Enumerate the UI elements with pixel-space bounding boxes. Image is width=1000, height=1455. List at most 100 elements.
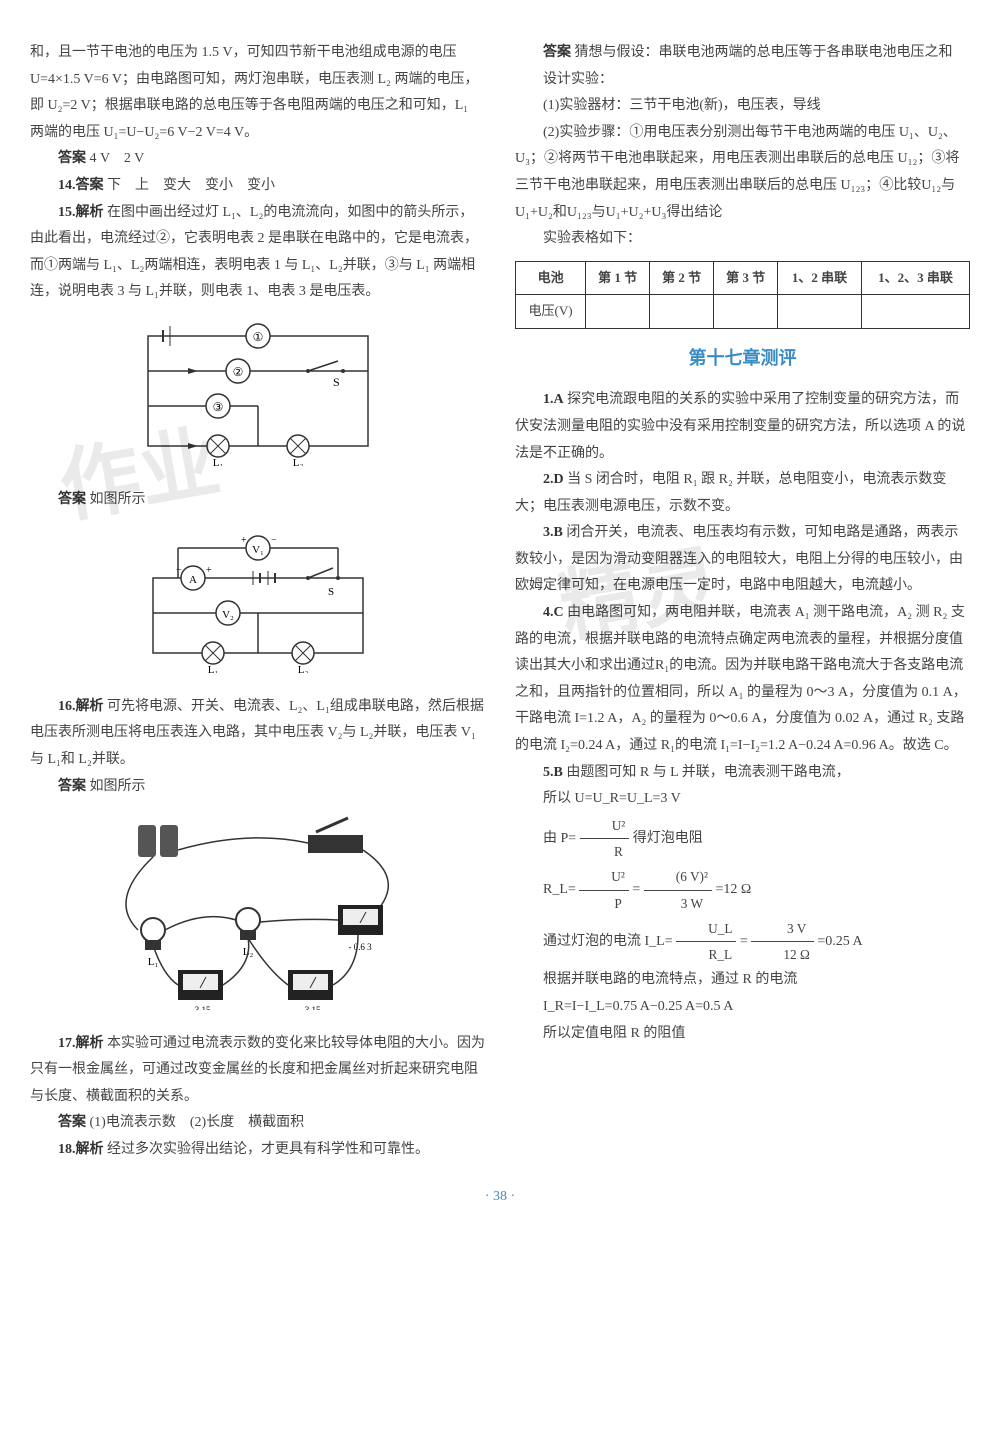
td-0 [586, 295, 650, 329]
frac-3: (6 V)² 3 W [644, 864, 712, 916]
answer-16-label: 答案 [58, 779, 86, 794]
svg-text:- 3 15: - 3 15 [299, 1005, 320, 1010]
q5-line4: R_L= U² P = (6 V)² 3 W =12 Ω [515, 864, 970, 916]
frac-5: 3 V 12 Ω [751, 916, 814, 968]
svg-text:- 3 15: - 3 15 [189, 1005, 210, 1010]
svg-text:A: A [189, 574, 197, 586]
th-1: 第 1 节 [586, 261, 650, 295]
th-2: 第 2 节 [650, 261, 714, 295]
question-18: 18.解析 经过多次实验得出结论，才更具有科学性和可靠性。 [30, 1137, 485, 1164]
q5-label: 5.B [543, 765, 563, 780]
svg-text:②: ② [232, 365, 243, 379]
svg-text:S: S [333, 375, 340, 389]
frac-4-den: R_L [676, 942, 736, 967]
q5: 5.B 由题图可知 R 与 L 并联，电流表测干路电流， [515, 760, 970, 787]
frac-1: U² R [580, 813, 630, 865]
paragraph-intro: 和，且一节干电池的电压为 1.5 V，可知四节新干电池组成电源的电压 U=4×1… [30, 40, 485, 146]
th-4: 1、2 串联 [778, 261, 862, 295]
svg-text:③: ③ [212, 400, 223, 414]
q5-line5: 通过灯泡的电流 I_L= U_L R_L = 3 V 12 Ω =0.25 A [515, 916, 970, 968]
q1: 1.A 探究电流跟电阻的关系的实验中采用了控制变量的研究方法，而伏安法测量电阻的… [515, 387, 970, 467]
left-column: 和，且一节干电池的电压为 1.5 V，可知四节新干电池组成电源的电压 U=4×1… [30, 40, 485, 1164]
frac-1-den: R [580, 839, 630, 864]
th-0: 电池 [516, 261, 586, 295]
frac-5-num: 3 V [751, 916, 814, 942]
q5-line3: 由 P= U² R 得灯泡电阻 [515, 813, 970, 865]
td-1 [650, 295, 714, 329]
page-content: 和，且一节干电池的电压为 1.5 V，可知四节新干电池组成电源的电压 U=4×1… [30, 40, 970, 1164]
circuit-diagram-1: ① ② ③ S L₁ L₂ [30, 316, 485, 477]
td-2 [714, 295, 778, 329]
answer-15-text: 如图所示 [90, 492, 146, 507]
q16-label: 16.解析 [58, 699, 104, 714]
q2-text: 当 S 闭合时，电阻 R₁ 跟 R₂ 并联，总电阻变小，电流表示数变大；电压表测… [515, 472, 946, 514]
question-15: 15.解析 在图中画出经过灯 L₁、L₂的电流流向，如图中的箭头所示，由此看出，… [30, 200, 485, 306]
q5-line2: 所以 U=U_R=U_L=3 V [515, 786, 970, 813]
answer-top-text: 猜想与假设：串联电池两端的总电压等于各串联电池电压之和 [575, 45, 953, 60]
th-3: 第 3 节 [714, 261, 778, 295]
table-header-row: 电池 第 1 节 第 2 节 第 3 节 1、2 串联 1、2、3 串联 [516, 261, 970, 295]
svg-text:V₂: V₂ [222, 609, 234, 621]
q3-text: 闭合开关，电流表、电压表均有示数，可知电路是通路，两表示数较小，是因为滑动变阻器… [515, 525, 963, 593]
frac-2: U² P [579, 864, 629, 916]
q3: 3.B 闭合开关，电流表、电压表均有示数，可知电路是通路，两表示数较小，是因为滑… [515, 520, 970, 600]
svg-text:V₁: V₁ [252, 544, 264, 556]
q5-text1: 由题图可知 R 与 L 并联，电流表测干路电流， [566, 765, 849, 780]
design-label: 设计实验： [515, 67, 970, 94]
answer-16: 答案 如图所示 [30, 774, 485, 801]
td-label: 电压(V) [516, 295, 586, 329]
q1-text: 探究电流跟电阻的关系的实验中采用了控制变量的研究方法，而伏安法测量电阻的实验中没… [515, 392, 965, 460]
q5-l3-suffix: 得灯泡电阻 [633, 831, 703, 846]
th-5: 1、2、3 串联 [862, 261, 970, 295]
q3-label: 3.B [543, 525, 563, 540]
svg-text:S: S [328, 586, 334, 598]
experiment-table: 电池 第 1 节 第 2 节 第 3 节 1、2 串联 1、2、3 串联 电压(… [515, 261, 970, 329]
answer-15-label: 答案 [58, 492, 86, 507]
q18-text: 经过多次实验得出结论，才更具有科学性和可靠性。 [107, 1142, 429, 1157]
answer-16-text: 如图所示 [90, 779, 146, 794]
q5-line6: 根据并联电路的电流特点，通过 R 的电流 [515, 967, 970, 994]
q5-l5-prefix: 通过灯泡的电流 I_L= [543, 934, 673, 949]
answer-17-text: (1)电流表示数 (2)长度 横截面积 [90, 1115, 305, 1130]
svg-text:L₁: L₁ [212, 457, 223, 466]
svg-text:L₂: L₂ [297, 664, 308, 673]
question-17: 17.解析 本实验可通过电流表示数的变化来比较导体电阻的大小。因为只有一根金属丝… [30, 1031, 485, 1111]
q5-line8: 所以定值电阻 R 的阻值 [515, 1021, 970, 1048]
svg-text:①: ① [252, 330, 263, 344]
frac-2-num: U² [579, 864, 629, 890]
answer-13-text: 4 V 2 V [90, 151, 145, 166]
table-label: 实验表格如下： [515, 226, 970, 253]
q2: 2.D 当 S 闭合时，电阻 R₁ 跟 R₂ 并联，总电阻变小，电流表示数变大；… [515, 467, 970, 520]
table-data-row: 电压(V) [516, 295, 970, 329]
frac-3-num: (6 V)² [644, 864, 712, 890]
q15-label: 15.解析 [58, 205, 104, 220]
answer-13-label: 答案 [58, 151, 86, 166]
answer-14: 14.答案 下 上 变大 变小 变小 [30, 173, 485, 200]
q18-label: 18.解析 [58, 1142, 104, 1157]
frac-3-den: 3 W [644, 891, 712, 916]
question-16: 16.解析 可先将电源、开关、电流表、L₂、L₁组成串联电路，然后根据电压表所测… [30, 694, 485, 774]
frac-2-den: P [579, 891, 629, 916]
answer-14-text: 下 上 变大 变小 变小 [107, 178, 275, 193]
svg-text:L₁: L₁ [207, 664, 218, 673]
frac-4-num: U_L [676, 916, 736, 942]
answer-top-label: 答案 [543, 45, 571, 60]
answer-17-label: 答案 [58, 1115, 86, 1130]
q5-l5-mid: = [740, 934, 748, 949]
right-column: 答案 猜想与假设：串联电池两端的总电压等于各串联电池电压之和 设计实验： (1)… [515, 40, 970, 1164]
q4: 4.C 由电路图可知，两电阻并联，电流表 A₁ 测干路电流，A₂ 测 R₂ 支路… [515, 600, 970, 760]
circuit-diagram-2: V₁ + − A − + S V₂ [30, 523, 485, 684]
q5-line7: I_R=I−I_L=0.75 A−0.25 A=0.5 A [515, 994, 970, 1021]
svg-text:−: − [271, 535, 277, 546]
page-number: · 38 · [30, 1184, 970, 1211]
q5-l4-mid: = [632, 882, 640, 897]
q17-label: 17.解析 [58, 1036, 104, 1051]
q5-l5-suffix: =0.25 A [817, 934, 862, 949]
q5-l3-prefix: 由 P= [543, 831, 576, 846]
right-p1: (1)实验器材：三节干电池(新)，电压表，导线 [515, 93, 970, 120]
svg-text:−: − [176, 565, 182, 576]
svg-text:+: + [241, 535, 247, 546]
circuit-diagram-3: L₁ L₂ - 0.6 3 - 3 15 V₁ - 3 15 [30, 810, 485, 1021]
q5-l4-suffix: =12 Ω [715, 882, 751, 897]
td-3 [778, 295, 862, 329]
